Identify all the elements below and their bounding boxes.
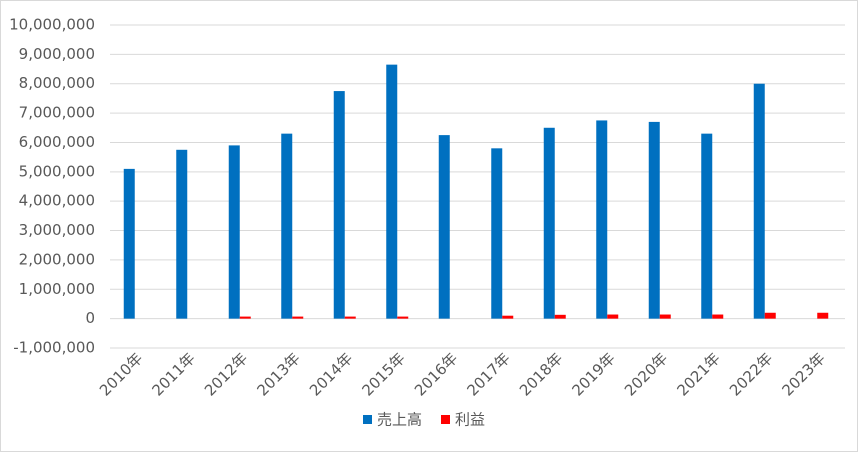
y-tick-label: 9,000,000 <box>19 45 95 63</box>
y-tick-label: 10,000,000 <box>9 16 95 34</box>
bar <box>239 316 251 319</box>
bar <box>764 312 776 319</box>
bar <box>397 316 409 319</box>
bar <box>386 64 398 319</box>
bar <box>502 315 514 319</box>
bar <box>648 121 660 319</box>
legend-swatch <box>441 415 450 424</box>
bar <box>438 135 450 319</box>
y-tick-label: 4,000,000 <box>19 192 95 210</box>
bar <box>817 312 829 319</box>
y-tick-label: 0 <box>85 309 95 327</box>
bar <box>176 149 188 319</box>
bar <box>491 148 503 319</box>
y-tick-label: 3,000,000 <box>19 221 95 239</box>
legend-label: 売上高 <box>377 411 422 429</box>
bar <box>281 133 293 319</box>
bar <box>333 91 345 319</box>
y-tick-label: 2,000,000 <box>19 250 95 268</box>
bar <box>344 316 356 319</box>
bar <box>659 314 671 319</box>
bar <box>596 120 608 319</box>
y-tick-label: -1,000,000 <box>13 339 95 357</box>
y-tick-label: 6,000,000 <box>19 133 95 151</box>
y-tick-label: 1,000,000 <box>19 280 95 298</box>
legend-label: 利益 <box>455 411 485 429</box>
bar <box>712 314 724 319</box>
y-tick-label: 5,000,000 <box>19 162 95 180</box>
bar <box>543 127 555 319</box>
bar <box>554 314 566 319</box>
y-tick-label: 7,000,000 <box>19 104 95 122</box>
y-tick-label: 8,000,000 <box>19 74 95 92</box>
bar <box>228 145 240 319</box>
bar <box>701 133 713 319</box>
bar <box>123 168 135 319</box>
bar <box>753 83 765 319</box>
bar <box>292 316 304 319</box>
legend-swatch <box>363 415 372 424</box>
bar <box>607 314 619 319</box>
